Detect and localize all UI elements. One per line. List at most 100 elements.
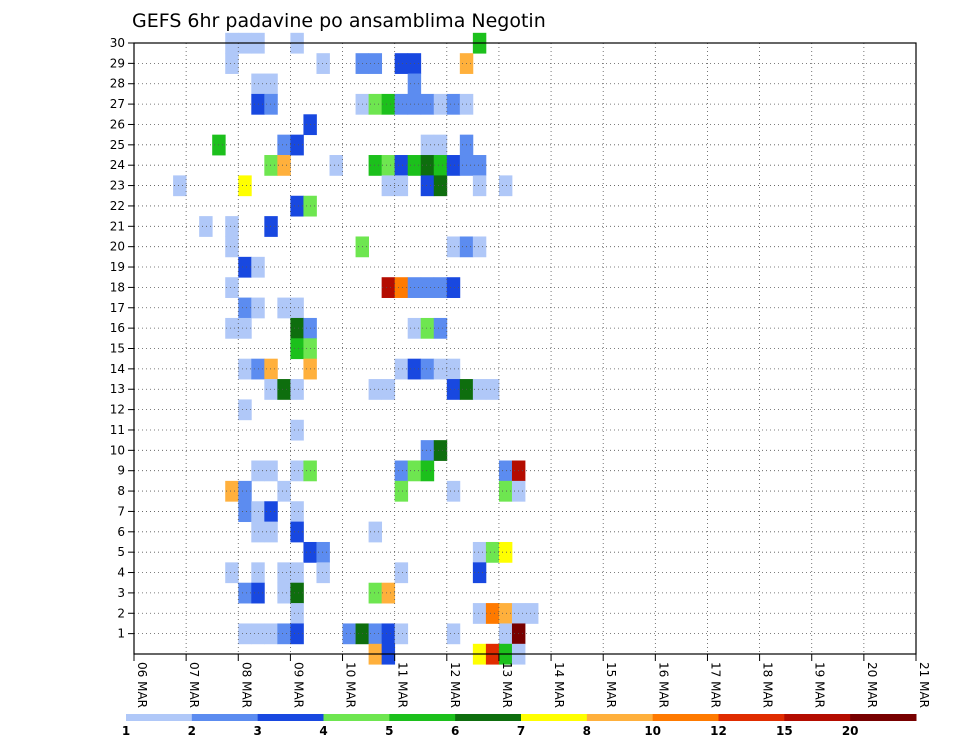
heatmap-cell xyxy=(420,277,435,298)
x-tick-label: 14 MAR xyxy=(552,662,566,708)
y-tick-label: 10 xyxy=(110,443,125,457)
heatmap-cell xyxy=(264,521,278,543)
x-tick-label: 06 MAR xyxy=(135,662,149,708)
y-tick-label: 19 xyxy=(110,260,125,274)
y-tick-label: 1 xyxy=(117,627,125,641)
heatmap-cell xyxy=(342,623,356,645)
heatmap-cell xyxy=(290,501,304,523)
heatmap-cell xyxy=(368,93,383,115)
heatmap-cell xyxy=(485,603,500,624)
y-tick-label: 15 xyxy=(110,342,125,356)
heatmap-cell xyxy=(433,175,448,197)
colorbar-label: 15 xyxy=(776,724,793,738)
y-tick-label: 12 xyxy=(110,403,125,417)
heatmap-cell xyxy=(368,623,383,645)
heatmap-cell xyxy=(264,501,278,523)
heatmap-cell xyxy=(290,317,304,339)
heatmap-cell xyxy=(225,562,239,584)
heatmap-cell xyxy=(446,358,461,380)
heatmap-cell xyxy=(290,460,304,482)
heatmap-cell xyxy=(264,216,278,237)
heatmap-cell xyxy=(277,155,291,176)
heatmap-cell xyxy=(394,460,409,482)
x-tick-label: 07 MAR xyxy=(187,662,201,708)
y-tick-label: 28 xyxy=(110,77,125,91)
y-tick-label: 2 xyxy=(117,606,125,620)
heatmap-cell xyxy=(277,623,291,645)
heatmap-cell xyxy=(472,562,487,584)
y-tick-label: 25 xyxy=(110,138,125,152)
y-tick-label: 21 xyxy=(110,219,125,233)
colorbar-swatch xyxy=(718,714,785,721)
x-tick-label: 17 MAR xyxy=(708,662,722,708)
y-tick-label: 23 xyxy=(110,179,125,193)
heatmap-cell xyxy=(446,93,461,115)
heatmap-cell xyxy=(472,379,487,400)
heatmap-cells xyxy=(173,32,539,665)
heatmap-cell xyxy=(316,53,330,74)
heatmap-cell xyxy=(420,175,435,197)
heatmap-cell xyxy=(420,358,435,380)
heatmap-cell xyxy=(368,582,383,604)
heatmap-cell xyxy=(498,460,513,482)
x-tick-label: 16 MAR xyxy=(656,662,670,708)
heatmap-cell xyxy=(420,317,435,339)
x-axis: 06 MAR 07 MAR 08 MAR 09 MAR 10 MAR 11 MAR 12 M… xyxy=(133,654,931,708)
heatmap-cell xyxy=(290,379,304,400)
x-tick-label: 19 MAR xyxy=(813,662,827,708)
heatmap-cell xyxy=(173,175,187,197)
heatmap-cell xyxy=(290,623,304,645)
x-tick-label: 20 MAR xyxy=(865,662,879,708)
colorbar-label: 10 xyxy=(644,724,661,738)
colorbar: 1 2 3 4 5 6 7 8 10 12 15 20 xyxy=(122,714,917,738)
heatmap-cell xyxy=(381,379,396,400)
colorbar-swatch xyxy=(323,714,390,721)
heatmap-cell xyxy=(433,277,448,298)
heatmap-cell xyxy=(238,501,252,523)
heatmap-cell xyxy=(446,277,461,298)
heatmap-cell xyxy=(394,562,409,584)
heatmap-cell xyxy=(290,562,304,584)
heatmap-cell xyxy=(368,379,383,400)
heatmap-cell xyxy=(277,379,291,400)
heatmap-cell xyxy=(498,623,513,645)
heatmap-cell xyxy=(290,297,304,319)
heatmap-cell xyxy=(485,379,500,400)
heatmap-cell xyxy=(381,582,396,604)
heatmap-cell xyxy=(290,603,304,624)
heatmap-cell xyxy=(472,236,487,258)
heatmap-cell xyxy=(394,277,409,298)
heatmap-cell xyxy=(420,155,435,176)
colorbar-label: 8 xyxy=(583,724,591,738)
heatmap-cell xyxy=(225,216,239,237)
heatmap-cell xyxy=(316,562,330,584)
colorbar-label: 2 xyxy=(188,724,196,738)
y-tick-label: 8 xyxy=(117,484,125,498)
y-tick-label: 16 xyxy=(110,321,125,335)
y-tick-label: 3 xyxy=(117,586,125,600)
chart-title: GEFS 6hr padavine po ansamblima Negotin xyxy=(132,10,546,32)
heatmap-cell xyxy=(238,175,252,197)
y-tick-label: 24 xyxy=(110,158,125,172)
heatmap-cell xyxy=(199,216,213,237)
x-tick-label: 18 MAR xyxy=(761,662,775,708)
y-tick-label: 11 xyxy=(110,423,125,437)
heatmap-cell xyxy=(290,582,304,604)
heatmap-cell xyxy=(498,175,513,197)
heatmap-cell xyxy=(277,297,291,319)
heatmap-cell xyxy=(238,317,252,339)
heatmap-cell xyxy=(433,440,448,461)
heatmap-cell xyxy=(368,521,383,543)
heatmap-cell xyxy=(485,541,500,563)
heatmap-cell xyxy=(264,155,278,176)
heatmap-cell xyxy=(394,53,409,74)
y-tick-label: 9 xyxy=(117,464,125,478)
heatmap-cell xyxy=(381,277,396,298)
y-tick-label: 20 xyxy=(110,240,125,254)
heatmap-cell xyxy=(420,460,435,482)
heatmap-cell xyxy=(290,338,304,360)
y-tick-label: 27 xyxy=(110,97,125,111)
x-tick-label: 08 MAR xyxy=(239,662,253,708)
heatmap-cell xyxy=(264,623,278,645)
colorbar-swatch xyxy=(586,714,654,721)
